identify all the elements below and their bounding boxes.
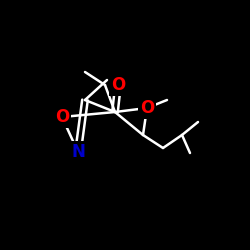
Text: O: O	[111, 76, 125, 94]
Text: O: O	[140, 99, 154, 117]
Text: N: N	[71, 143, 85, 161]
Text: O: O	[55, 108, 69, 126]
